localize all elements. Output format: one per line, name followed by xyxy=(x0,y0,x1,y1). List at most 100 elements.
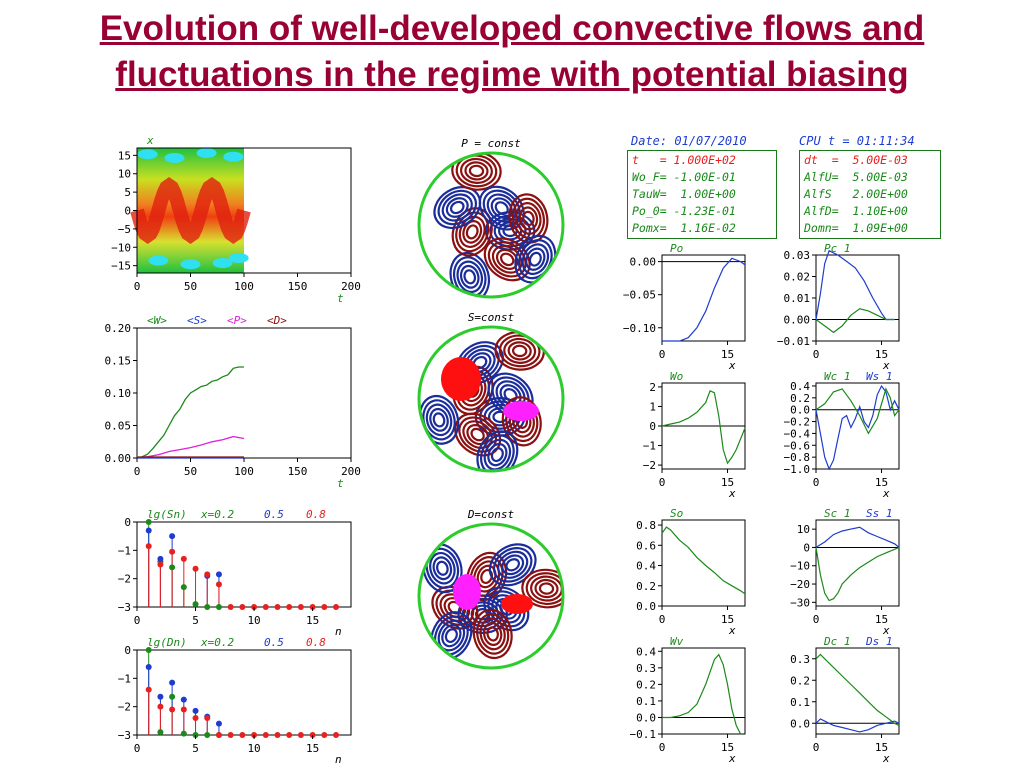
y-tick-label: 0.05 xyxy=(105,420,132,433)
y-tick-label: 15 xyxy=(118,149,131,162)
y-tick-label: 5 xyxy=(124,186,131,199)
chart-header: Pc 1 xyxy=(824,242,851,255)
y-tick-label: 10 xyxy=(797,523,810,536)
y-tick-label: −0.2 xyxy=(784,416,811,429)
param-line: AlfD= 1.10E+00 xyxy=(804,204,908,218)
stem-marker xyxy=(262,732,269,738)
x-tick-label: 0 xyxy=(134,280,141,293)
stem-marker xyxy=(215,732,222,738)
y-tick-label: −0.01 xyxy=(777,335,810,348)
param-line: Domn= 1.09E+00 xyxy=(804,221,908,235)
series-line xyxy=(662,257,746,342)
y-tick-label: −0.4 xyxy=(784,427,811,440)
stem-marker xyxy=(286,732,293,738)
stem-marker xyxy=(204,604,211,610)
y-tick-label: −0.6 xyxy=(784,439,811,452)
wc1-profile-chart: 0 15 0.40.20.0−0.2−0.4−0.6−0.8−1.0 Wc 1 Ws 1… xyxy=(784,370,900,500)
series-header: x=0.2 xyxy=(200,508,234,521)
stem-marker xyxy=(321,732,328,738)
heatmap-spot xyxy=(164,153,185,163)
y-tick-label: 0.10 xyxy=(105,387,132,400)
y-tick-label: 0.0 xyxy=(790,404,810,417)
y-tick-label: −2 xyxy=(643,459,656,472)
x-tick-label: 200 xyxy=(341,280,361,293)
param-line: Po_0= -1.23E-01 xyxy=(632,204,736,218)
y-tick-label: 0.02 xyxy=(784,271,811,284)
stem-marker xyxy=(215,581,222,588)
y-tick-label: 0.00 xyxy=(105,452,132,465)
y-tick-label: −0.10 xyxy=(623,322,656,335)
chart-header: Ss 1 xyxy=(866,507,893,520)
stem-marker xyxy=(297,732,304,738)
stem-marker xyxy=(321,604,328,610)
y-tick-label: 0.4 xyxy=(636,560,656,573)
contour-circle: S=const xyxy=(417,311,565,473)
x-tick-label: 50 xyxy=(184,465,197,478)
stem-marker xyxy=(169,533,176,540)
x-axis-label: x xyxy=(728,359,736,372)
stem-marker xyxy=(333,604,340,610)
series-header: 0.5 xyxy=(264,636,284,649)
stem-marker xyxy=(169,564,176,571)
potential-blob xyxy=(503,401,539,421)
legend-entry: <D> xyxy=(267,314,287,327)
x-axis-label: x xyxy=(882,487,890,500)
dc1-profile-chart: 0 15 0.3 0.2 0.1 0.0 Dc 1 Ds 1 x xyxy=(790,635,900,765)
y-tick-label: 0.8 xyxy=(636,519,656,532)
y-tick-label: −2 xyxy=(118,701,131,714)
x-tick-label: 10 xyxy=(247,742,260,755)
circle-label: D=const xyxy=(467,508,515,521)
stem-marker xyxy=(157,703,164,710)
series-header: x=0.2 xyxy=(200,636,234,649)
pc1-profile-chart: 0 15 0.03 0.02 0.01 0.00 −0.01 Pc 1 x xyxy=(777,242,900,372)
chart-header: Dc 1 xyxy=(823,635,851,648)
chart-header: Ds 1 xyxy=(865,635,893,648)
x-tick-label: 15 xyxy=(306,742,319,755)
page-title: Evolution of well-developed convective f… xyxy=(0,6,1024,98)
sc1-profile-chart: 0 15 10 0 −10 −20 −30 Sc 1 Ss 1 x xyxy=(790,507,900,637)
y-tick-label: 0 xyxy=(803,541,810,554)
x-tick-label: 15 xyxy=(721,613,734,626)
stem-marker xyxy=(145,519,152,525)
y-tick-label: −1.0 xyxy=(784,463,811,476)
x-tick-label: 0 xyxy=(659,613,666,626)
stem-marker xyxy=(215,571,222,578)
heatmap-spot xyxy=(137,149,158,160)
stem-marker xyxy=(169,679,176,686)
heatmap-spot xyxy=(148,255,169,266)
stem-marker xyxy=(169,548,176,555)
x-tick-label: 5 xyxy=(192,742,199,755)
stem-marker xyxy=(274,604,281,610)
stem-marker xyxy=(239,732,246,738)
x-axis-label: x xyxy=(728,752,736,765)
x-axis-label: x xyxy=(882,359,890,372)
params-box-left: t = 1.000E+02 Wo_F= -1.00E-01 TauW= 1.00E+… xyxy=(627,150,777,239)
y-tick-label: −1 xyxy=(118,544,131,557)
stem-marker xyxy=(180,730,187,737)
stem-marker xyxy=(180,696,187,703)
param-line: dt = 5.00E-03 xyxy=(804,153,908,167)
series-line xyxy=(136,435,245,459)
series-line xyxy=(661,526,746,595)
stem-marker xyxy=(180,555,187,562)
legend-entry: <S> xyxy=(187,314,207,327)
y-tick-label: 2 xyxy=(649,381,656,394)
params-box-right: dt = 5.00E-03 AlfU= 5.00E-03 AlfS 2.00E+00… xyxy=(799,150,941,239)
y-tick-label: 0.2 xyxy=(790,674,810,687)
stem-marker xyxy=(145,647,152,653)
dn-stem-chart: 0 5 10 15 0 −1 −2 −3 lg(Dn) x=0.2 0.5 0.8 n xyxy=(118,636,352,766)
stem-marker xyxy=(145,686,152,693)
legend-entry: <W> xyxy=(147,314,167,327)
x-axis-label: x xyxy=(728,487,736,500)
y-tick-label: 0 xyxy=(124,205,131,218)
y-tick-label: 0.1 xyxy=(636,695,656,708)
y-tick-label: 0.4 xyxy=(636,645,656,658)
chart-header: Po xyxy=(670,242,683,255)
x-tick-label: 15 xyxy=(875,476,888,489)
stem-marker xyxy=(145,543,152,550)
x-tick-label: 15 xyxy=(875,741,888,754)
stem-marker xyxy=(180,584,187,591)
y-tick-label: −15 xyxy=(111,260,131,273)
potential-blob xyxy=(441,357,481,401)
